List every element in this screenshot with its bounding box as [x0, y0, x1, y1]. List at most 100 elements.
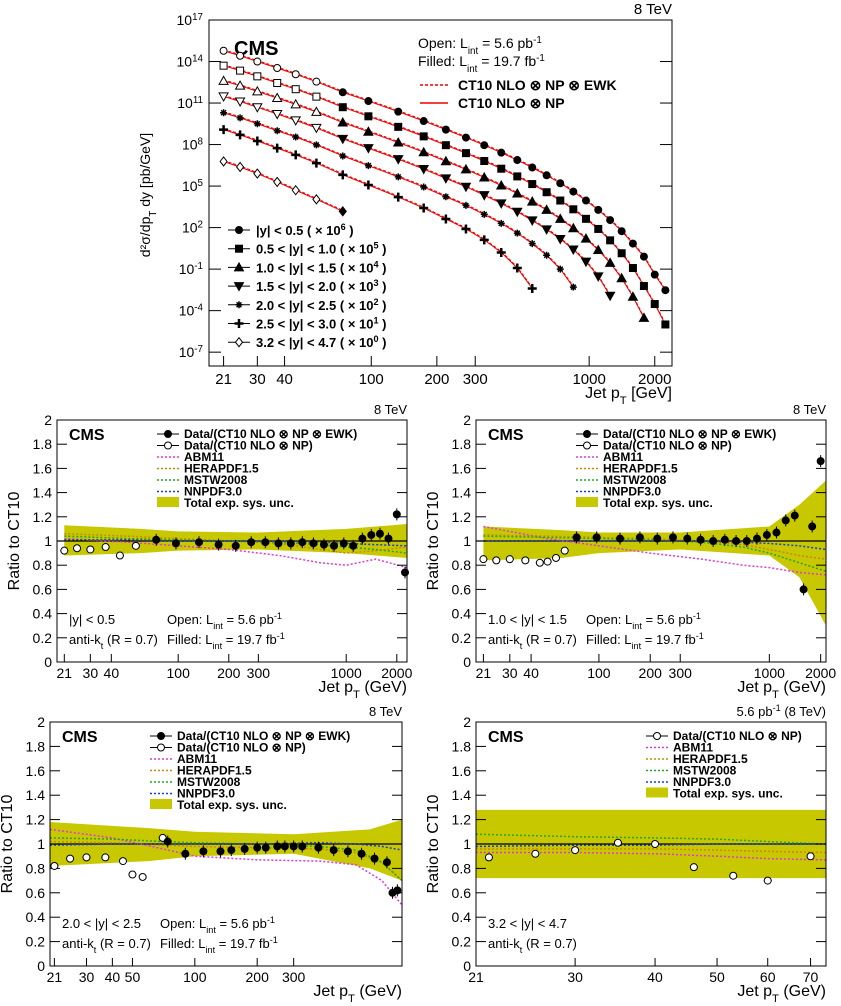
data-point: [101, 853, 110, 862]
data-point: [128, 870, 137, 879]
legend-item: ABM11: [150, 752, 217, 766]
legend-item: HERAPDF1.5: [157, 462, 259, 476]
data-point: [367, 530, 376, 539]
data-point: [394, 173, 402, 181]
data-point: [234, 319, 244, 328]
x-tick-label: 40: [105, 969, 121, 985]
y-tick-label: 0.6: [452, 885, 472, 901]
x-tick-label: 21: [215, 371, 232, 388]
data-point: [651, 840, 660, 848]
legend-item: MSTW2008: [576, 473, 667, 487]
data-point: [513, 156, 522, 165]
legend-item: NNPDF3.0: [157, 485, 242, 499]
x-tick-label: 300: [282, 969, 306, 985]
legend-entry: 2.5 < |y| < 3.0 ( × 101 ): [256, 316, 387, 332]
data-point: [527, 283, 537, 293]
data-point: [271, 110, 283, 120]
data-point: [720, 535, 729, 544]
lumi-open: Open: Lint = 5.6 pb-1: [160, 915, 275, 935]
data-point: [569, 205, 578, 214]
data-point: [311, 123, 322, 134]
spectrum-panel: 10-7 10-4 10-1 102 105 108 1011 1014 1017 21 30 40 1…: [137, 1, 673, 407]
data-point: [479, 555, 488, 564]
data-point: [653, 534, 662, 543]
data-point: [329, 846, 338, 855]
legend-item: Data/(CT10 NLO ⊗ NP ⊗ EWK): [576, 427, 776, 441]
y-tick-label: 1014: [177, 53, 204, 70]
data-point: [650, 270, 659, 279]
legend-item: HERAPDF1.5: [576, 462, 678, 476]
data-point: [552, 553, 561, 562]
data-point: [772, 528, 781, 537]
legend-swatch: [157, 497, 179, 507]
data-point: [375, 529, 384, 538]
x-tick-label: 40: [276, 371, 293, 388]
data-point: [696, 535, 705, 544]
legend-ewk: CT10 NLO ⊗ NP ⊗ EWK: [458, 77, 617, 93]
x-axis-label: Jet pT (GeV): [313, 983, 402, 1005]
data-point: [420, 183, 428, 191]
y-tick-label: 0.2: [26, 934, 46, 950]
legend-label: Data/(CT10 NLO ⊗ NP): [603, 439, 732, 453]
data-point: [101, 543, 110, 552]
x-tick-label: 21: [476, 665, 492, 681]
data-point: [138, 872, 147, 881]
y-axis-label: Ratio to CT10: [425, 492, 442, 591]
legend-swatch: [150, 799, 172, 809]
y-tick-label: 0.2: [452, 934, 472, 950]
data-point: [763, 876, 772, 885]
data-point: [569, 187, 578, 196]
data-point: [613, 838, 622, 847]
x-tick-label: 1000: [572, 371, 605, 388]
data-point: [253, 120, 261, 128]
legend-item: Data/(CT10 NLO ⊗ NP): [150, 741, 306, 755]
pdf-curve: [483, 534, 827, 560]
rapidity-label: 3.2 < |y| < 4.7: [488, 916, 567, 931]
y-axis-label: Ratio to CT10: [0, 795, 16, 894]
data-point: [535, 558, 544, 567]
legend-label: NNPDF3.0: [177, 787, 235, 801]
data-point: [556, 196, 565, 205]
data-point: [195, 538, 204, 547]
x-tick-label: 70: [803, 969, 819, 985]
data-point: [60, 546, 69, 555]
data-point: [808, 522, 817, 531]
data-point: [234, 80, 246, 90]
data-point: [580, 233, 592, 243]
data-point: [273, 176, 282, 188]
data-point: [418, 146, 430, 157]
data-point: [569, 283, 577, 291]
x-axis-label: Jet pT (GeV): [737, 983, 826, 1005]
data-point: [650, 300, 659, 309]
y-tick-label: 1.6: [452, 763, 472, 779]
ratio-panel-forward: 0 0.2 0.4 0.6 0.8 1 1.2 1.4 1.6 1.8 2 21 30 40 50 100 20…: [0, 704, 403, 1005]
y-tick-label: 108: [182, 136, 204, 153]
data-point: [382, 858, 391, 867]
data-point: [480, 141, 489, 150]
legend-label: ABM11: [603, 450, 643, 464]
data-point: [233, 282, 245, 292]
legend-item: Total exp. sys. unc.: [576, 496, 713, 510]
data-point: [583, 430, 591, 438]
legend-label: NNPDF3.0: [673, 775, 731, 789]
x-tick-label: 200: [639, 665, 663, 681]
data-point: [236, 51, 245, 60]
legend-label: Data/(CT10 NLO ⊗ NP): [177, 741, 306, 755]
cms-label: CMS: [62, 729, 98, 746]
data-point: [236, 114, 244, 122]
y-tick-label: 1.8: [26, 738, 46, 754]
data-point: [668, 533, 677, 542]
x-tick-label: 21: [47, 969, 63, 985]
cms-label: CMS: [234, 38, 278, 60]
data-point: [312, 77, 321, 86]
x-tick-label: 200: [424, 371, 449, 388]
y-tick-label: 0.4: [26, 909, 46, 925]
data-point: [541, 204, 552, 214]
data-point: [580, 257, 592, 268]
data-point: [441, 141, 450, 150]
algo-label: anti-kt (R = 0.7): [69, 632, 158, 651]
data-point: [370, 854, 379, 863]
data-point: [298, 842, 307, 851]
data-point: [683, 534, 692, 543]
